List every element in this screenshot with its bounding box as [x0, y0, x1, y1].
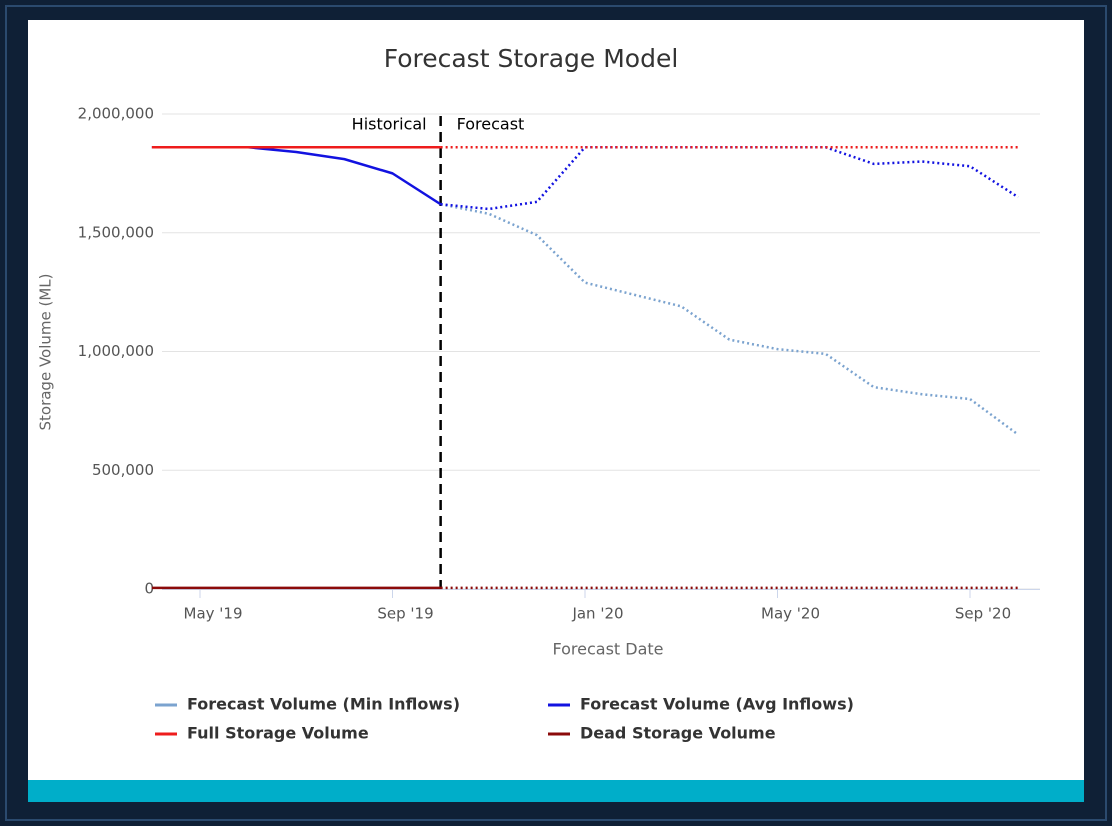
x-tick-label: Jan '20 — [571, 605, 623, 623]
y-tick-label: 0 — [144, 580, 154, 598]
x-axis-title: Forecast Date — [552, 640, 663, 659]
footer-bar — [28, 780, 1084, 802]
legend-label: Forecast Volume (Avg Inflows) — [580, 695, 854, 714]
legend-label: Forecast Volume (Min Inflows) — [187, 695, 460, 714]
annotation-historical: Historical — [352, 115, 427, 134]
y-axis-title: Storage Volume (ML) — [37, 273, 55, 430]
chart-title: Forecast Storage Model — [384, 44, 679, 73]
forecast-line — [440, 203, 1019, 436]
x-tick-label: May '20 — [761, 605, 820, 623]
annotation-forecast: Forecast — [457, 115, 525, 134]
x-tick-label: May '19 — [184, 605, 243, 623]
x-tick-label: Sep '20 — [955, 605, 1011, 623]
y-tick-label: 2,000,000 — [78, 105, 154, 123]
x-tick-label: Sep '19 — [377, 605, 433, 623]
frame-border — [5, 5, 1107, 821]
y-tick-label: 1,000,000 — [78, 342, 154, 360]
legend-label: Full Storage Volume — [187, 724, 369, 743]
y-tick-label: 500,000 — [92, 461, 154, 479]
y-tick-label: 1,500,000 — [78, 223, 154, 241]
chart-panel — [28, 20, 1084, 780]
legend-label: Dead Storage Volume — [580, 724, 776, 743]
